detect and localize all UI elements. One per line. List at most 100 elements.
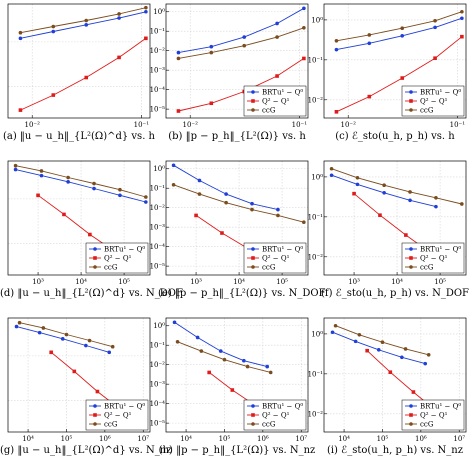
legend-marker-BR_Q0 xyxy=(409,404,413,408)
data-point-ccG xyxy=(433,18,437,23)
data-point-BR_Q0 xyxy=(60,337,65,341)
data-point-Q2_Q1 xyxy=(209,101,214,106)
data-point-Q2_Q1 xyxy=(49,350,53,355)
data-point-BR_Q0 xyxy=(84,343,88,348)
chart-panel-e: 10³ 10⁴ 10⁵ 10⁰ 10⁻¹ 10⁻² 10⁻³ 10⁻⁴ 10⁻⁵ BRTu¹ − … xyxy=(150,157,326,314)
data-point-Q2_Q1 xyxy=(72,369,77,374)
data-point-BR_Q0 xyxy=(265,364,270,369)
data-point-Q2_Q1 xyxy=(334,110,339,114)
data-point-ccG xyxy=(92,181,96,186)
series-line-ccG xyxy=(178,27,305,59)
chart-panel-i: 10⁴ 10⁵ 10⁶ 10⁷ 10⁰ 10⁻¹ 10⁻² BRTu¹ − Q⁰ Q² − Q¹… xyxy=(308,314,474,471)
legend-marker-Q2_Q1 xyxy=(93,413,97,417)
data-point-BR_Q0 xyxy=(197,178,202,183)
legend-label-Q2_Q1: Q² − Q¹ xyxy=(262,412,290,420)
chart-svg: 10⁻² 10⁻¹ xyxy=(7,3,151,129)
legend-marker-BR_Q0 xyxy=(409,247,413,251)
data-point-ccG xyxy=(334,38,339,43)
series-line-ccG xyxy=(177,341,271,373)
legend-label-ccG: ccG xyxy=(420,264,434,272)
data-point-Q2_Q1 xyxy=(460,34,464,39)
data-point-ccG xyxy=(199,349,204,353)
data-point-ccG xyxy=(426,352,431,357)
data-point-BR_Q0 xyxy=(276,207,280,212)
data-point-Q2_Q1 xyxy=(95,389,100,394)
chart-panel-h: 10⁴ 10⁵ 10⁶ 10⁷ 10⁰ 10⁻¹ 10⁻² 10⁻³ 10⁻⁴ 10⁻⁵ BRTu¹… xyxy=(150,314,316,471)
data-point-Q2_Q1 xyxy=(302,56,306,61)
data-point-BR_Q0 xyxy=(400,33,405,38)
legend-marker-Q2_Q1 xyxy=(251,256,255,260)
legend-marker-Q2_Q1 xyxy=(251,99,255,103)
legend-marker-ccG xyxy=(409,265,413,269)
y-tick-label: 10⁻⁴ xyxy=(150,243,166,251)
data-point-ccG xyxy=(275,35,279,39)
data-point-ccG xyxy=(302,220,306,225)
x-tick-label: 10⁵ xyxy=(219,435,231,443)
legend-label-ccG: ccG xyxy=(262,107,276,115)
data-point-ccG xyxy=(144,195,148,199)
x-tick-label: 10⁶ xyxy=(257,435,269,443)
x-tick-label: 10³ xyxy=(348,278,360,286)
legend-marker-ccG xyxy=(93,265,97,269)
data-point-ccG xyxy=(41,326,46,330)
data-point-ccG xyxy=(39,169,44,173)
data-point-ccG xyxy=(51,24,56,29)
x-tick-label: 10⁴ xyxy=(338,435,350,443)
y-tick-label: 10⁰ xyxy=(311,330,323,338)
y-tick-label: 10⁻³ xyxy=(150,67,166,75)
plot-frame xyxy=(7,317,151,433)
data-point-Q2_Q1 xyxy=(378,213,382,217)
y-tick-label: 10⁻¹ xyxy=(150,185,166,193)
legend-marker-ccG xyxy=(251,108,255,112)
x-tick-label: 10³ xyxy=(190,278,202,286)
data-point-BR_Q0 xyxy=(433,25,437,30)
y-tick-label: 10⁰ xyxy=(311,173,323,181)
data-point-BR_Q0 xyxy=(355,182,360,187)
x-tick-label: 10⁷ xyxy=(453,435,465,443)
y-tick-label: 10⁻² xyxy=(308,96,324,104)
x-tick-label: 10⁴ xyxy=(22,435,34,443)
chart-panel-c: 10⁻² 10⁻¹ 10⁰ 10⁻¹ 10⁻² BRTu¹ − Q⁰ Q² − Q¹ ccG (… xyxy=(308,0,474,157)
data-point-Q2_Q1 xyxy=(388,370,393,374)
data-point-ccG xyxy=(460,202,464,206)
data-point-Q2_Q1 xyxy=(176,109,181,113)
data-point-BR_Q0 xyxy=(242,35,247,39)
data-point-Q2_Q1 xyxy=(51,93,56,97)
data-point-ccG xyxy=(460,9,464,14)
data-point-BR_Q0 xyxy=(14,324,19,329)
data-point-Q2_Q1 xyxy=(230,388,235,392)
data-point-BR_Q0 xyxy=(172,320,177,325)
data-point-ccG xyxy=(117,12,121,16)
series-line-ccG xyxy=(331,168,462,205)
data-point-Q2_Q1 xyxy=(411,390,416,394)
legend-marker-Q2_Q1 xyxy=(409,256,413,260)
series-line-BR_Q0 xyxy=(332,331,426,365)
legend-label-Q2_Q1: Q² − Q¹ xyxy=(262,98,290,106)
legend-label-BR_Q0: BRTu¹ − Q⁰ xyxy=(420,246,461,254)
data-point-ccG xyxy=(408,190,412,194)
panel-caption: (f) ℰ_sto(u_h, p_h) vs. N_DOF xyxy=(320,288,469,299)
panel-caption: (h) ‖p − p_h‖_{L²(Ω)} vs. N_nz xyxy=(158,445,316,456)
data-point-Q2_Q1 xyxy=(400,76,405,80)
data-point-BR_Q0 xyxy=(18,36,23,41)
legend-marker-Q2_Q1 xyxy=(409,99,413,103)
data-point-ccG xyxy=(302,25,306,30)
x-tick-label: 10⁻² xyxy=(25,121,41,129)
y-tick-label: 10⁻⁴ xyxy=(150,400,166,408)
data-point-ccG xyxy=(333,323,338,328)
y-tick-label: 10⁰ xyxy=(153,8,165,16)
y-tick-label: 10⁻⁵ xyxy=(150,420,166,428)
data-point-Q2_Q1 xyxy=(117,55,121,60)
legend-label-Q2_Q1: Q² − Q¹ xyxy=(420,412,448,420)
data-point-BR_Q0 xyxy=(118,193,122,198)
data-point-ccG xyxy=(175,339,180,344)
data-point-ccG xyxy=(197,192,202,196)
legend-marker-Q2_Q1 xyxy=(409,413,413,417)
chart-svg: 10⁻² 10⁻¹ 10⁰ 10⁻¹ 10⁻² 10⁻³ 10⁻⁴ 10⁻⁵ BRTu¹ − Q… xyxy=(150,3,309,129)
data-point-ccG xyxy=(87,338,92,343)
plot-frame xyxy=(165,3,309,119)
